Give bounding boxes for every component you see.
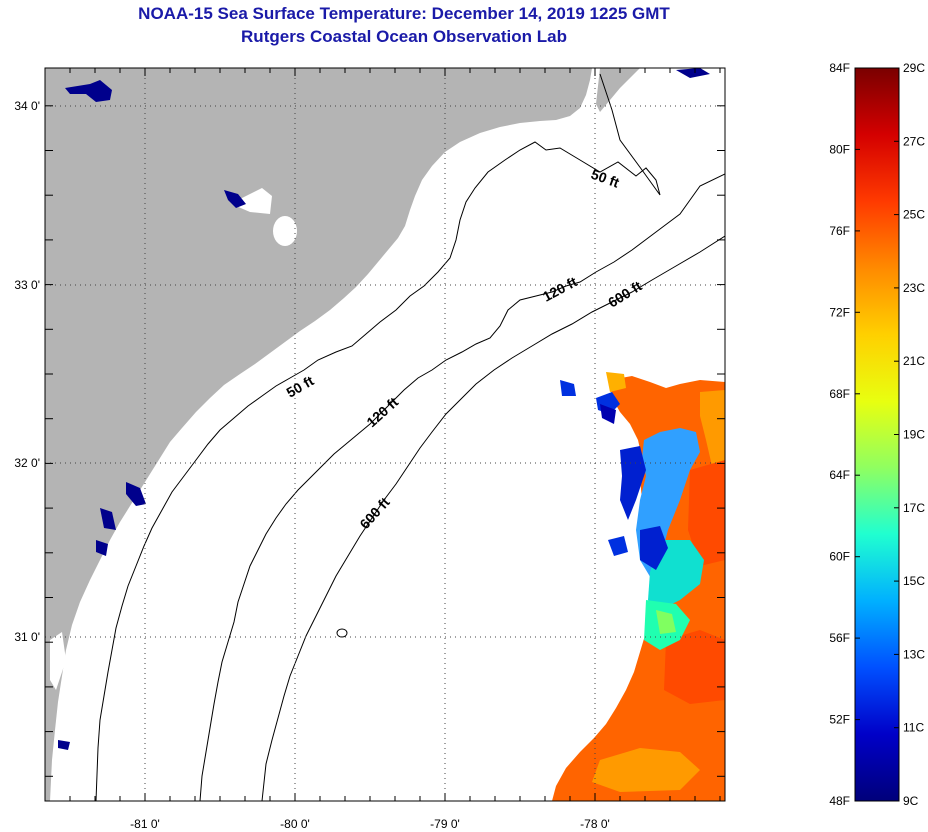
colorbar-f-label: 64F — [829, 468, 850, 482]
colorbar-f-label: 48F — [829, 794, 850, 808]
colorbar-c-label: 17C — [903, 501, 925, 515]
colorbar-celsius-labels: 29C 27C 25C 23C 21C 19C 17C 15C 13C 11C 9C — [894, 61, 925, 808]
colorbar-scale — [854, 67, 900, 802]
colorbar-fahrenheit-labels: 84F 80F 76F 72F 68F 64F 60F 56F 52F 48F — [829, 61, 860, 808]
lon-label-78: -78 0' — [580, 817, 610, 831]
map-subtitle: Rutgers Coastal Ocean Observation Lab — [241, 27, 567, 46]
colorbar-f-label: 56F — [829, 631, 850, 645]
coastal-dark-pixels — [96, 540, 108, 556]
colorbar-c-label: 15C — [903, 574, 925, 588]
colorbar: 84F 80F 76F 72F 68F 64F 60F 56F 52F 48F 29C 27C 25C… — [829, 61, 925, 808]
inland-water-dark — [65, 80, 112, 102]
contour-closed-loop — [336, 628, 348, 638]
colorbar-c-label: 11C — [903, 721, 924, 735]
colorbar-c-label: 21C — [903, 354, 925, 368]
colorbar-f-label: 80F — [829, 142, 850, 156]
coastal-dark-pixels — [100, 508, 116, 530]
lon-label-80: -80 0' — [280, 817, 310, 831]
land-upper-right — [596, 68, 640, 112]
graticule — [45, 68, 725, 801]
coastal-dark-pixels — [58, 740, 70, 750]
colorbar-c-label: 19C — [903, 428, 925, 442]
colorbar-c-label: 23C — [903, 281, 925, 295]
contour-50ft — [95, 73, 661, 801]
sst-data-layer — [552, 372, 725, 801]
map-ticks — [45, 68, 725, 801]
colorbar-f-label: 52F — [829, 713, 850, 727]
colorbar-f-label: 76F — [829, 224, 850, 238]
lat-label-33: 33 0' — [14, 278, 40, 292]
map-frame — [44, 67, 726, 802]
lat-label-34: 34 0' — [14, 99, 40, 113]
contour-600ft — [261, 235, 725, 801]
lon-label-81: -81 0' — [130, 817, 160, 831]
colorbar-c-label: 25C — [903, 208, 925, 222]
colorbar-f-label: 72F — [829, 305, 850, 319]
colorbar-f-label: 68F — [829, 387, 850, 401]
colorbar-f-label: 60F — [829, 550, 850, 564]
coastal-dark-pixels — [126, 482, 146, 506]
colorbar-c-label: 29C — [903, 61, 925, 75]
land-mass — [45, 68, 592, 801]
lat-label-31: 31 0' — [14, 630, 40, 644]
map-title: NOAA-15 Sea Surface Temperature: Decembe… — [138, 4, 670, 23]
lake-patch — [273, 216, 297, 246]
lake-patch — [236, 188, 272, 214]
colorbar-f-label: 84F — [829, 61, 850, 75]
lon-label-79: -79 0' — [430, 817, 460, 831]
inland-water-dark — [224, 190, 246, 208]
lake-patch — [50, 632, 66, 690]
colorbar-c-label: 9C — [903, 794, 919, 808]
coastal-dark-pixels — [676, 68, 710, 78]
colorbar-c-label: 13C — [903, 647, 925, 661]
contour-120ft — [199, 173, 725, 801]
colorbar-c-label: 27C — [903, 134, 925, 148]
lat-label-32: 32 0' — [14, 456, 40, 470]
